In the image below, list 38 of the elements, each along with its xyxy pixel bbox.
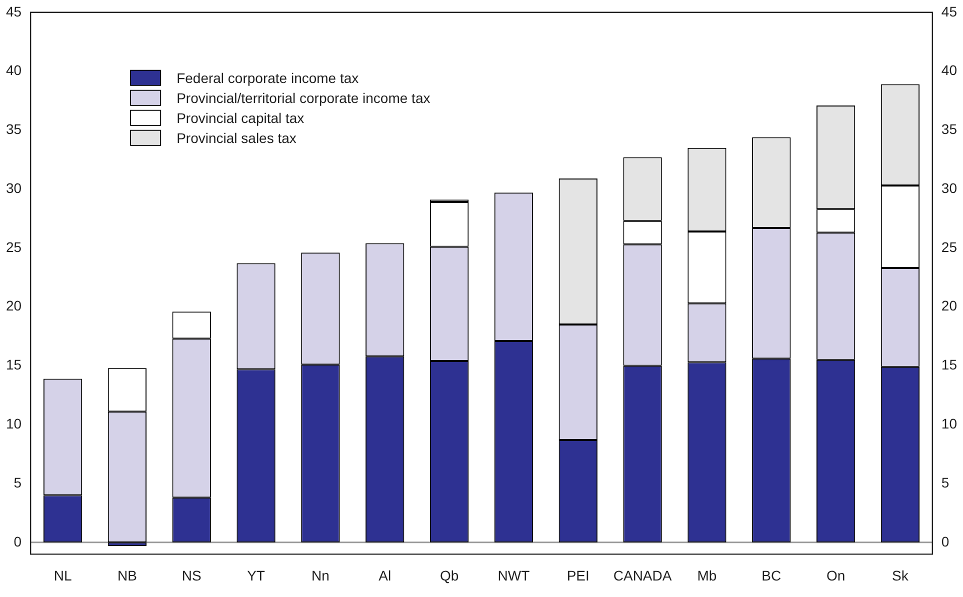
y-tick-label: 30 — [6, 180, 22, 196]
legend-label: Provincial sales tax — [176, 130, 296, 146]
x-tick-label: Mb — [697, 567, 717, 584]
x-tick-label: BC — [762, 567, 782, 584]
legend-label: Federal corporate income tax — [176, 70, 359, 86]
y2-tick-label: 40 — [941, 62, 958, 78]
y-tick-label: 40 — [6, 62, 22, 78]
x-tick-label: NWT — [498, 567, 530, 584]
y2-tick-label: 45 — [941, 3, 958, 20]
x-tick-label: Qb — [440, 567, 459, 584]
y-tick-label: 15 — [6, 356, 22, 373]
y2-tick-label: 15 — [941, 356, 958, 373]
y2-tick-label: 10 — [941, 416, 958, 432]
y-tick-label: 25 — [6, 238, 22, 255]
x-tick-label: Nn — [312, 567, 330, 584]
x-tick-label: NL — [54, 567, 72, 584]
y2-tick-label: 0 — [941, 533, 950, 550]
x-tick-label: Al — [378, 567, 392, 584]
y2-tick-label: 20 — [941, 298, 958, 314]
x-tick-label: PEI — [566, 567, 590, 584]
x-tick-label: YT — [247, 567, 266, 584]
x-tick-label: On — [826, 567, 846, 584]
y-tick-label: 0 — [14, 533, 22, 550]
x-tick-label: CANADA — [613, 567, 672, 584]
y2-tick-label: 5 — [941, 474, 950, 490]
y2-tick-label: 30 — [941, 180, 958, 196]
y-tick-label: 45 — [6, 3, 22, 20]
x-tick-label: Sk — [892, 567, 910, 584]
legend-label: Provincial/territorial corporate income tax — [176, 90, 430, 106]
x-tick-label: NS — [182, 567, 202, 584]
y-tick-label: 5 — [14, 474, 22, 490]
x-tick-label: NB — [117, 567, 137, 584]
y2-tick-label: 35 — [941, 121, 958, 138]
y-tick-label: 20 — [6, 298, 22, 314]
y-tick-label: 10 — [6, 416, 22, 432]
legend-label: Provincial capital tax — [176, 110, 304, 126]
y-tick-label: 35 — [6, 121, 22, 138]
y2-tick-label: 25 — [941, 238, 958, 255]
